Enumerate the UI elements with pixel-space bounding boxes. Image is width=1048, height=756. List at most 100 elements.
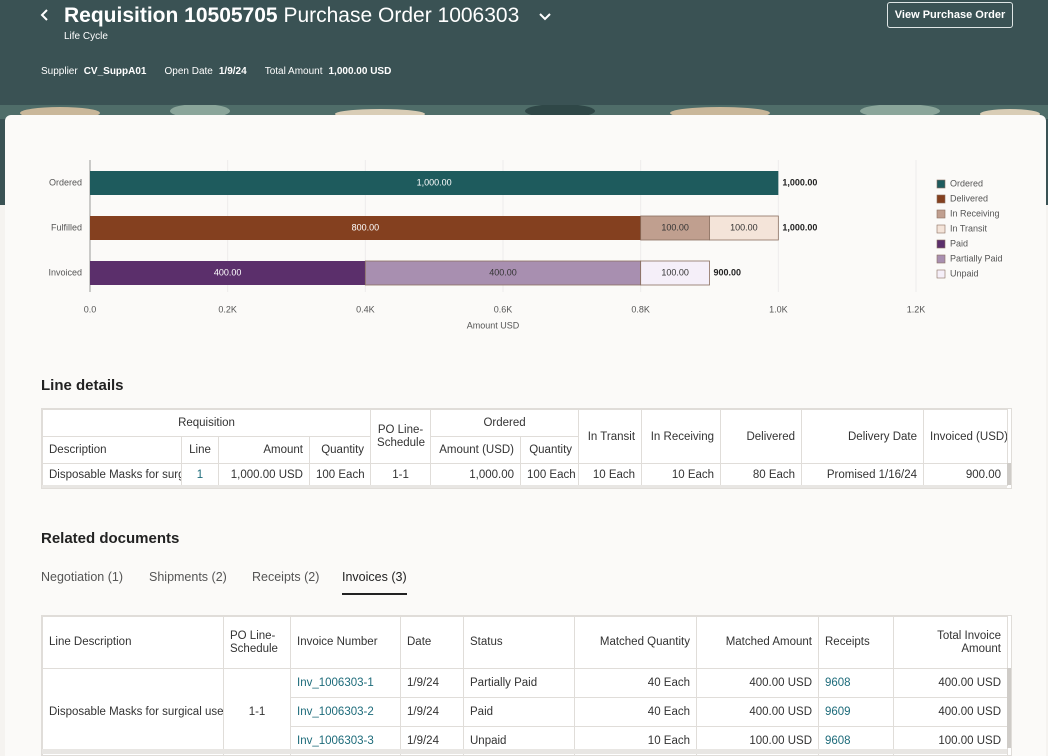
header-row: Requisition PO Line-Schedule Ordered In Tra… (42, 409, 1009, 464)
cell: 10 Each (578, 463, 643, 486)
cell: 400.00 USD (893, 668, 1008, 698)
legend-swatch (936, 224, 946, 234)
cell: 400.00 USD (696, 668, 819, 698)
chart: 0.0 0.2K 0.4K 0.6K 0.8K 1.0K 1.2K Amount USD Ord… (48, 160, 1003, 330)
line-table: Requisition PO Line-Schedule Ordered In Tra… (42, 409, 1009, 486)
legend-label: Ordered (950, 178, 983, 188)
cell: 1 (181, 463, 219, 486)
column-header: Amount (USD) (430, 436, 522, 464)
x-tick-label: 0.2K (218, 304, 237, 314)
column-header: Quantity (308, 436, 372, 464)
bar-segment (90, 216, 641, 240)
y-tick-label: Invoiced (48, 267, 82, 277)
header-row: Description Line Amount Quantity Amount (USD… (42, 436, 1008, 464)
data-label: 800.00 (352, 222, 380, 232)
bar-segment (90, 171, 779, 195)
header-row: Line Description PO Line-Schedule Invoice … (42, 616, 1008, 669)
x-tick-label: 1.2K (907, 304, 926, 314)
legend-label: In Receiving (950, 208, 1000, 218)
column-header: Description (42, 436, 182, 464)
column-header: Invoiced (USD) (923, 409, 1009, 464)
cell: 1-1 (370, 463, 432, 486)
bar-segment (364, 260, 642, 286)
legend-swatch (936, 254, 946, 264)
link[interactable]: 9608 (818, 668, 894, 698)
scrollbar[interactable] (1007, 463, 1011, 485)
tab[interactable]: Receipts (2) (252, 570, 320, 584)
page-title: Requisition 10505705 Purchase Order 1006… (64, 4, 519, 28)
data-label: 100.00 (730, 222, 758, 232)
group-header: Requisition (42, 409, 372, 437)
group-header: Ordered (430, 409, 580, 437)
x-tick-label: 0.0 (84, 304, 97, 314)
scrollbar[interactable] (42, 485, 1007, 488)
cell: 1-1 (223, 668, 291, 755)
column-header: Matched Amount (696, 616, 819, 669)
link[interactable]: Inv_1006303-1 (290, 668, 401, 698)
y-tick-label: Fulfilled (51, 222, 82, 232)
section-title: Line details (41, 377, 124, 394)
data-label: 400.00 (489, 267, 517, 277)
column-header: Date (400, 616, 464, 669)
data-row: Disposable Masks for surgical use 1-1 Inv_… (42, 668, 1008, 755)
bar-segment (640, 215, 710, 241)
column-header: Invoice Number (290, 616, 401, 669)
section-title: Related documents (41, 530, 180, 547)
cell: 100 Each (520, 463, 580, 486)
bar-segment (90, 261, 366, 285)
x-axis-label: Amount USD (467, 320, 520, 330)
cell: 1,000.00 USD (218, 463, 310, 486)
total-label: 900.00 (714, 267, 742, 277)
invoice-table: Line Description PO Line-Schedule Invoice … (42, 616, 1008, 755)
meta-label: Supplier (41, 66, 78, 77)
y-tick-label: Ordered (49, 177, 82, 187)
meta-value: CV_SuppA01 (83, 66, 147, 77)
tab[interactable]: Shipments (2) (149, 570, 227, 584)
cell: 100 Each (308, 463, 372, 486)
x-tick-label: 0.4K (356, 304, 375, 314)
x-tick-label: 0.8K (631, 304, 650, 314)
link[interactable]: Inv_1006303-2 (290, 697, 401, 727)
x-tick-label: 0.6K (494, 304, 513, 314)
dropdown-icon[interactable] (538, 10, 552, 24)
legend-swatch (936, 179, 946, 189)
cell: 10 Each (641, 463, 722, 486)
legend-swatch (936, 209, 946, 219)
meta-label: Total Amount (264, 66, 323, 77)
total-label: 1,000.00 (782, 177, 817, 187)
meta-item: Total Amount 1,000.00 USD (265, 66, 392, 77)
cell: 40 Each (574, 668, 697, 698)
cell: Disposable Masks for surgical use (42, 668, 224, 755)
data-label: 100.00 (661, 222, 689, 232)
meta-value: 1,000.00 USD (328, 66, 392, 77)
column-header: Receipts (818, 616, 894, 669)
scrollbar[interactable] (1007, 668, 1011, 748)
cell: 40 Each (574, 697, 697, 727)
column-header: PO Line-Schedule (223, 616, 291, 669)
column-header: Line (181, 436, 219, 464)
cell: 80 Each (720, 463, 803, 486)
tab[interactable]: Invoices (3) (342, 570, 407, 595)
back-icon[interactable] (38, 8, 52, 22)
legend-label: Partially Paid (950, 253, 1003, 263)
column-header: In Transit (578, 409, 643, 464)
title: Requisition 10505705 (64, 4, 278, 27)
invoice-table-wrap: Line Description PO Line-Schedule Invoice … (41, 615, 1012, 756)
line-table-wrap: Requisition PO Line-Schedule Ordered In Tra… (41, 408, 1012, 489)
meta-item: Supplier CV_SuppA01 (41, 66, 147, 77)
data-label: 400.00 (214, 267, 242, 277)
meta-label: Open Date (164, 66, 213, 77)
tab[interactable]: Negotiation (1) (41, 570, 123, 584)
column-header: Quantity (520, 436, 580, 464)
legend-label: Delivered (950, 193, 988, 203)
link[interactable]: 9609 (818, 697, 894, 727)
cell: 400.00 USD (696, 697, 819, 727)
legend-label: Unpaid (950, 268, 979, 278)
view-po-button[interactable]: View Purchase Order (887, 2, 1013, 28)
meta-value: 1/9/24 (218, 66, 247, 77)
column-header: PO Line-Schedule (370, 409, 432, 464)
scrollbar[interactable] (42, 749, 1007, 754)
column-header: Total Invoice Amount (893, 616, 1008, 669)
cell: Paid (463, 697, 575, 727)
